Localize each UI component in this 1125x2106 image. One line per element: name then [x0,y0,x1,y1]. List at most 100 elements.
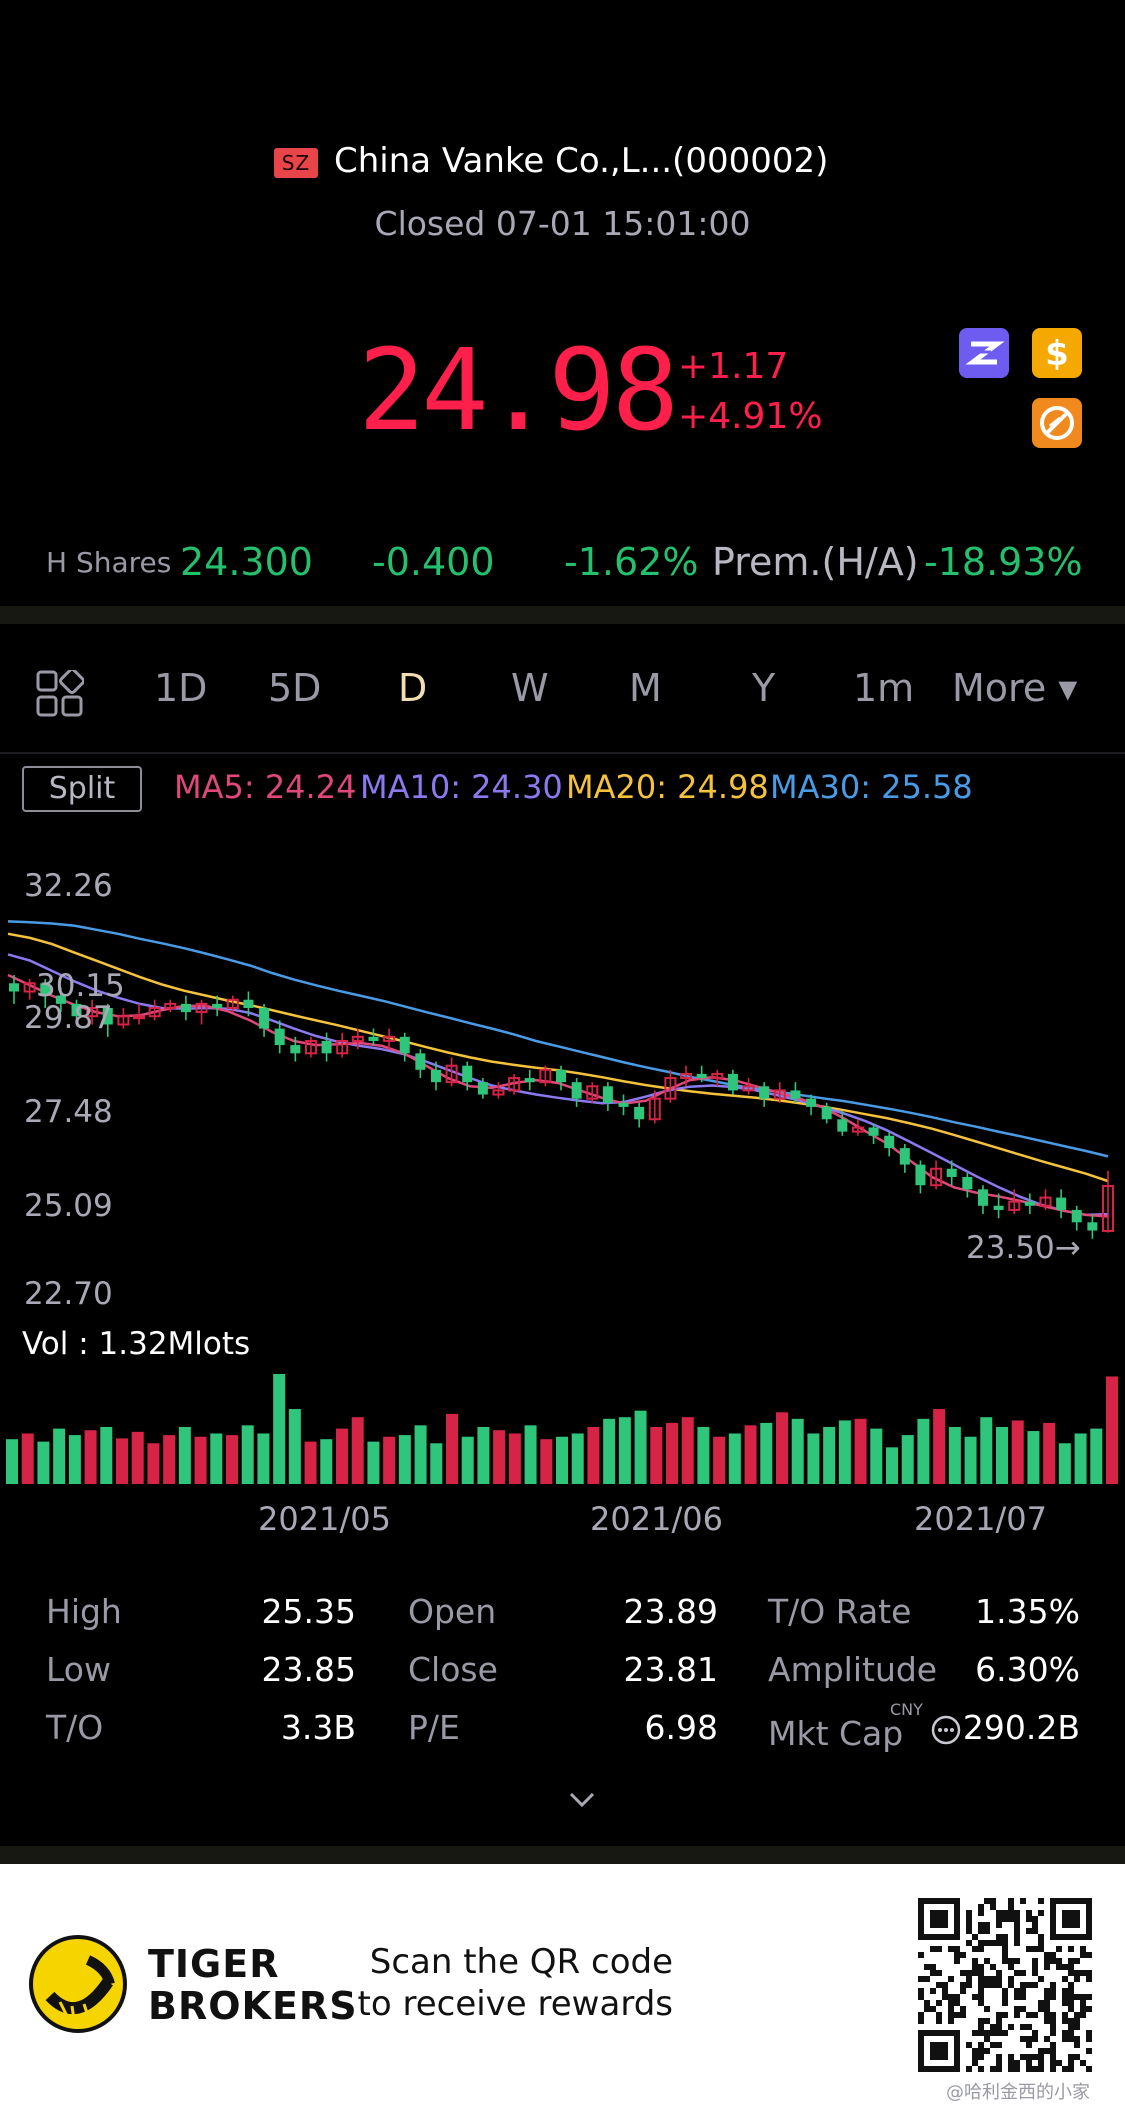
tab-y[interactable]: Y [752,666,776,710]
candle [602,1082,613,1112]
tab-m[interactable]: M [629,666,662,710]
qr-code[interactable] [918,1898,1092,2072]
section-divider [0,606,1125,624]
scan-text-line2: to receive rewards [357,1984,673,2024]
volume-bar [163,1435,176,1484]
ma-line-ma30 [7,920,1109,1158]
volume-bar [116,1438,128,1484]
stat-value: 25.35 [261,1592,356,1631]
volume-bar [571,1433,584,1484]
brand-name-line1: TIGER [148,1942,280,1986]
stat-label: P/E [408,1708,460,1747]
stat-value: 23.89 [623,1592,718,1631]
volume-bar [257,1433,270,1484]
tab-more[interactable]: More ▾ [952,666,1078,710]
candle [868,1123,879,1144]
candle [492,1082,505,1099]
candle [383,1028,396,1050]
tab-1d[interactable]: 1D [154,666,208,710]
h-shares-row[interactable]: H Shares 24.300 -0.400 -1.62% Prem.(H/A)… [0,540,1125,590]
candle [180,995,191,1021]
premium-value: -18.93% [924,540,1083,584]
volume-bar [53,1428,66,1484]
candle [899,1143,910,1173]
candle [539,1065,552,1087]
market-status: Closed 07-01 15:01:00 [374,204,751,243]
volume-bar [493,1430,506,1484]
volume-bar [1090,1428,1103,1484]
ma-line-ma10 [7,953,1109,1217]
volume-bar [1011,1420,1024,1484]
volume-bar [68,1435,81,1484]
volume-bar [540,1439,553,1484]
volume-bar [6,1439,18,1484]
volume-bar [681,1417,694,1484]
candle [884,1131,895,1157]
candle [445,1057,458,1087]
tab-1m[interactable]: 1m [853,666,915,710]
volume-bar [760,1422,773,1484]
volume-bar [508,1433,521,1484]
tab-d[interactable]: D [398,666,428,710]
volume-bar [823,1426,836,1484]
volume-bar [556,1436,568,1484]
candle [351,1028,364,1050]
info-icon[interactable] [930,1714,962,1750]
chevron-down-icon[interactable] [568,1786,596,1814]
chart-layout-icon[interactable] [36,668,85,722]
volume-bar [304,1441,317,1484]
candle [618,1094,629,1116]
h-shares-label: H Shares [46,546,172,579]
candle [742,1078,755,1095]
dollar-icon[interactable]: $ [1032,328,1082,378]
stat-value: 23.81 [623,1650,718,1689]
candle [1056,1189,1067,1219]
h-shares-change: -0.400 [372,540,495,584]
split-button[interactable]: Split [22,766,142,812]
volume-bar [776,1412,788,1484]
candle [71,999,82,1025]
volume-bar [728,1433,741,1484]
x-tick: 2021/06 [590,1500,723,1538]
candle [773,1082,786,1103]
volume-bar [1106,1376,1118,1484]
tab-w[interactable]: W [511,666,549,710]
y-tick: 29.87 [24,1000,113,1036]
candle [821,1102,832,1124]
candle [274,1020,285,1054]
volume-bar [194,1436,207,1484]
volume-bar [807,1433,820,1484]
tab-5d[interactable]: 5D [268,666,322,710]
volume-bar [1043,1422,1056,1484]
volume-label: Vol : 1.32Mlots [22,1326,251,1362]
volume-bar [383,1436,396,1484]
ma10-label: MA10: 24.30 [360,768,563,806]
candle [977,1185,988,1215]
volume-bar [398,1435,411,1484]
candle [86,999,99,1025]
volume-bar [288,1409,301,1484]
candle [915,1160,926,1194]
volume-bar [618,1417,631,1484]
promo-footer: TIGER BROKERS Scan the QR code to receiv… [0,1864,1125,2106]
dual-listing-icon[interactable] [959,328,1009,378]
volume-bar [336,1428,348,1484]
volume-bar [84,1430,97,1484]
volume-bar [210,1433,223,1484]
volume-bar [273,1374,286,1484]
no-short-icon[interactable] [1032,398,1082,448]
candlestick-chart[interactable] [0,850,1125,1310]
stat-value: 6.30% [975,1650,1080,1689]
candle [634,1102,645,1128]
candle [336,1032,349,1058]
volume-bar [178,1426,191,1484]
volume-bar [1058,1443,1071,1484]
stat-value: 290.2B [962,1708,1080,1747]
candle [148,999,161,1021]
candle [133,1003,146,1025]
candle [790,1082,801,1103]
volume-chart[interactable] [0,1370,1125,1485]
stock-name[interactable]: China Vanke Co.,L...(000002) [334,141,829,181]
volume-bar [430,1443,443,1484]
y-tick: 32.26 [24,868,113,904]
